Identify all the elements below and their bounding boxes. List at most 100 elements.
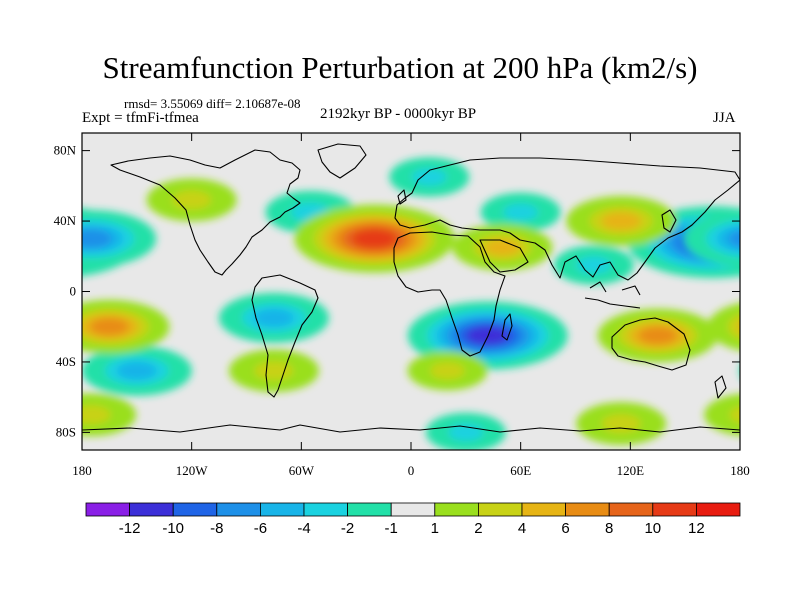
anomaly-contour (738, 321, 740, 332)
lon-tick-label: 0 (408, 463, 415, 478)
lon-tick-label: 120E (617, 463, 645, 478)
coastline-north-america (110, 149, 301, 276)
colorbar-label: 1 (431, 520, 439, 537)
anomaly-feature (82, 299, 786, 354)
anomaly-contour (601, 211, 642, 231)
anomaly-feature (389, 157, 470, 197)
anomaly-feature (82, 210, 740, 268)
colorbar-swatch (565, 502, 610, 517)
anomaly-feature (407, 351, 488, 391)
colorbar-label: -6 (254, 520, 267, 537)
anomaly-feature (480, 192, 561, 232)
colorbar-label: 10 (644, 520, 661, 537)
plot-title: Streamfunction Perturbation at 200 hPa (… (102, 50, 698, 85)
anomaly-contour (254, 361, 294, 381)
anomaly-contour (82, 405, 111, 425)
colorbar-swatch (608, 502, 654, 517)
coastline-antarctica (82, 424, 740, 433)
lat-tick-label: 0 (70, 284, 77, 299)
lon-tick-label: 60E (510, 463, 531, 478)
anomaly-contour (752, 351, 800, 390)
colorbar-swatch (696, 502, 741, 517)
coastline-layer (82, 143, 740, 433)
coastline-africa (393, 231, 506, 357)
lat-tick-label: 80S (56, 424, 76, 439)
anomaly-feature (82, 393, 740, 437)
colorbar-label: 4 (518, 520, 526, 537)
anomaly-contour (82, 229, 112, 248)
colorbar-swatch (652, 502, 697, 517)
anomaly-contour (253, 308, 294, 327)
anomaly-contour (748, 318, 786, 335)
anomaly-feature (146, 178, 237, 222)
anomaly-contour (90, 318, 129, 336)
colorbar-label: -10 (162, 520, 184, 537)
colorbar-swatch (129, 502, 174, 517)
colorbar-label: -2 (341, 520, 354, 537)
anomaly-contour (775, 362, 800, 380)
anomaly-feature (218, 292, 329, 343)
coastline-arabia (479, 239, 529, 273)
anomaly-contour (32, 232, 78, 251)
colorbar-label: -8 (210, 520, 223, 537)
coastline-new-zealand (714, 375, 727, 399)
season-label: JJA (713, 110, 736, 126)
colorbar-swatch (303, 502, 348, 517)
anomaly-contour (601, 414, 641, 433)
coastline-south-america (251, 274, 319, 398)
anomaly-feature (553, 245, 634, 285)
anomaly-feature (425, 412, 506, 450)
anomaly-feature (0, 308, 718, 363)
anomaly-contour (716, 400, 740, 430)
colorbar-label: 2 (474, 520, 482, 537)
colorbar-swatch (216, 502, 261, 517)
anomaly-contour (0, 313, 50, 357)
anomaly-contour (411, 168, 447, 186)
anomaly-contour (728, 230, 740, 247)
anomaly-feature (294, 204, 455, 273)
anomaly-feature (228, 349, 319, 393)
colorbar-swatch (521, 502, 566, 517)
coastline-australia (611, 317, 691, 371)
map-panel: 80N 40N 0 40S 80S 180 120W 60W 0 60E 120E 180 (0, 132, 800, 478)
anomaly-contour (638, 326, 677, 345)
period-label: 2192kyr BP - 0000kyr BP (320, 106, 477, 122)
lat-tick-label: 80N (54, 143, 77, 158)
anomaly-feature (576, 402, 667, 445)
colorbar-label: 12 (688, 520, 705, 537)
lon-tick-label: 180 (730, 463, 750, 478)
anomaly-contour (763, 356, 800, 385)
coastline-uk (397, 189, 407, 205)
colorbar: -12 -10 -8 -6 -4 -2 -1 1 2 4 6 8 10 12 (85, 502, 741, 537)
anomaly-contour (729, 406, 740, 423)
anomaly-contour (503, 203, 538, 221)
colorbar-label: -12 (119, 520, 141, 537)
colorbar-swatch (477, 502, 523, 517)
anomaly-feature (452, 224, 553, 271)
lon-tick-label: 120W (176, 463, 209, 478)
anomaly-contour (727, 313, 740, 340)
coastline-madagascar (501, 313, 513, 341)
anomaly-feature (82, 345, 800, 396)
anomaly-feature (566, 196, 677, 247)
coastline-japan (661, 209, 677, 233)
colorbar-label: 6 (561, 520, 569, 537)
colorbar-swatch (434, 502, 479, 517)
anomaly-outer-contour (739, 368, 740, 373)
experiment-label: Expt = tfmFi-tfmea (82, 110, 199, 126)
lon-tick-label: 180 (72, 463, 92, 478)
anomaly-outer-contour (0, 309, 60, 363)
anomaly-contour (484, 239, 521, 256)
colorbar-swatch (390, 502, 436, 517)
lat-tick-label: 40S (56, 354, 76, 369)
coastline-indonesia (584, 281, 641, 309)
anomaly-contour (352, 229, 397, 248)
colorbar-swatch (172, 502, 218, 517)
stats-text: rmsd= 3.55069 diff= 2.10687e-08 (124, 96, 301, 111)
anomaly-contour (430, 362, 465, 380)
anomaly-contour (717, 225, 740, 253)
lon-tick-label: 60W (289, 463, 315, 478)
lat-tick-label: 40N (54, 213, 77, 228)
colorbar-swatch (347, 502, 392, 517)
colorbar-label: -1 (385, 520, 398, 537)
